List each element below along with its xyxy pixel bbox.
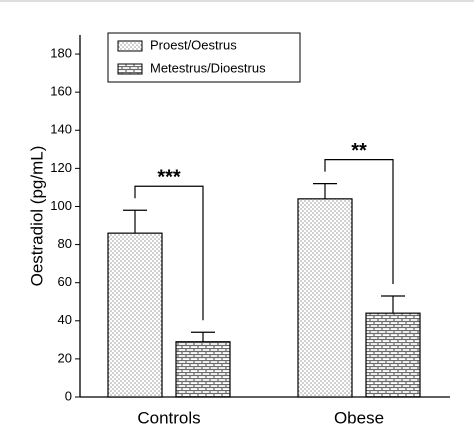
significance-bracket [134,185,204,321]
y-tick-label: 140 [50,122,72,137]
error-bar [381,295,405,314]
error-bar [123,209,147,234]
legend-swatch [117,63,143,75]
legend-label: Metestrus/Dioestrus [150,60,266,75]
error-bar [191,331,215,342]
y-tick-label: 60 [58,274,72,289]
significance-label: ** [351,140,367,162]
legend-label: Proest/Oestrus [150,37,237,52]
bar [297,198,353,398]
y-axis-label: Oestradiol (pg/mL) [27,146,46,287]
y-tick-label: 0 [65,388,72,403]
y-tick-label: 40 [58,312,72,327]
bar [175,341,231,398]
y-tick-label: 80 [58,236,72,251]
y-tick-label: 160 [50,84,72,99]
y-tick-label: 180 [50,45,72,60]
y-tick-label: 100 [50,198,72,213]
legend-swatch [117,40,143,52]
y-tick-label: 120 [50,160,72,175]
error-bar [313,183,337,199]
x-tick-label: Obese [334,408,384,427]
x-tick-label: Controls [137,408,200,427]
bar [107,232,163,398]
significance-bracket [324,159,394,285]
y-tick-label: 20 [58,350,72,365]
significance-label: *** [157,167,181,189]
bar [365,312,421,398]
